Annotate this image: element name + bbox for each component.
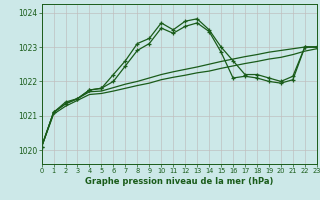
- X-axis label: Graphe pression niveau de la mer (hPa): Graphe pression niveau de la mer (hPa): [85, 177, 273, 186]
